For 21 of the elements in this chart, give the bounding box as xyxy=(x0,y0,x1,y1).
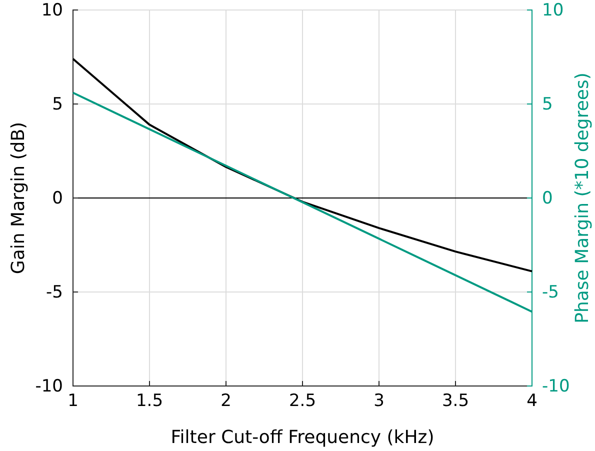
y2-tick-label: 0 xyxy=(542,188,553,208)
y-tick-label: -10 xyxy=(35,376,63,396)
x-tick-label: 2 xyxy=(220,391,232,412)
x-tick-label: 4 xyxy=(526,391,538,412)
y-tick-label: 0 xyxy=(52,188,63,208)
line-series xyxy=(72,58,533,272)
x-tick-label: 2.5 xyxy=(288,391,316,412)
x-tick-label: 3 xyxy=(374,391,384,412)
x-tick-label: 3.5 xyxy=(442,391,470,412)
x-tick-label: 1 xyxy=(68,391,78,412)
y2-tick-label: 5 xyxy=(542,94,553,114)
y2-axis-title: Phase Margin (*10 degrees) xyxy=(572,72,593,324)
y-tick-label: -5 xyxy=(46,282,63,302)
x-axis-title: Filter Cut-off Frequency (kHz) xyxy=(170,427,434,448)
y-axis-title: Gain Margin (dB) xyxy=(8,122,29,274)
y-tick-label: 10 xyxy=(41,0,63,20)
x-tick-label: 1.5 xyxy=(136,391,164,412)
y2-tick-label: 10 xyxy=(542,0,564,20)
y2-tick-label: -5 xyxy=(542,282,559,302)
y-tick-label: 5 xyxy=(52,94,63,114)
y2-tick-label: -10 xyxy=(542,376,570,396)
